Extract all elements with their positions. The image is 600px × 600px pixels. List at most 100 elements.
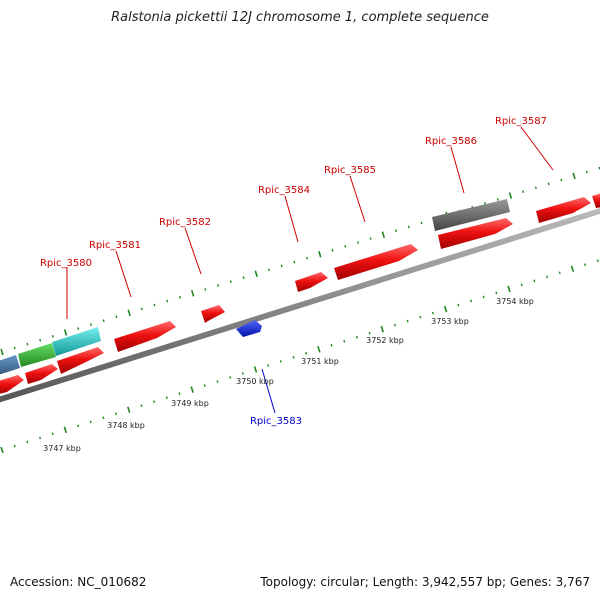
minor-tick (77, 327, 80, 330)
minor-tick (51, 334, 54, 338)
minor-tick (216, 380, 219, 383)
gene-arrow[interactable] (25, 364, 58, 384)
minor-tick (178, 392, 181, 396)
minor-tick (26, 342, 29, 346)
minor-tick (406, 319, 409, 323)
minor-tick (204, 288, 207, 291)
gene-labels: Rpic_3580 Rpic_3581 Rpic_3582 Rpic_3584 … (40, 116, 547, 427)
minor-tick (368, 331, 371, 335)
minor-tick (482, 295, 485, 299)
scale-label: 3751 kbp (301, 357, 339, 366)
minor-tick (115, 315, 118, 319)
gene-arrow[interactable] (295, 272, 328, 292)
minor-tick (584, 263, 587, 267)
minor-tick (89, 420, 92, 424)
minor-tick (343, 339, 346, 343)
scale-label: 3747 kbp (43, 444, 81, 453)
gene-label-rpic-3583[interactable]: Rpic_3583 (250, 416, 302, 427)
topology-summary: Topology: circular; Length: 3,942,557 bp… (260, 575, 590, 589)
minus-strand-genes (236, 320, 262, 337)
lower-tick-track (0, 259, 599, 454)
minor-tick (140, 307, 143, 311)
major-tick (317, 346, 321, 353)
minor-tick (267, 268, 270, 272)
minor-tick (26, 440, 29, 444)
scale-label: 3749 kbp (171, 399, 209, 408)
major-tick (253, 366, 258, 373)
minor-tick (166, 299, 169, 303)
gene-block[interactable] (52, 327, 101, 356)
gene-arrow[interactable] (201, 305, 225, 323)
minor-tick (279, 360, 282, 363)
scale-label: 3750 kbp (236, 377, 274, 386)
minor-tick (153, 303, 156, 307)
plus-strand-genes (0, 193, 600, 395)
leader-lines (66, 126, 554, 414)
minor-tick (534, 186, 537, 190)
minor-tick (51, 432, 54, 436)
minor-tick (217, 284, 220, 287)
major-tick (508, 192, 513, 199)
minor-tick (39, 436, 42, 440)
minor-tick (469, 299, 473, 303)
gene-label-rpic-3582[interactable]: Rpic_3582 (159, 217, 211, 228)
chromosome-backbone (0, 208, 600, 403)
minor-tick (355, 335, 358, 339)
minor-tick (280, 264, 283, 268)
minor-tick (305, 351, 308, 355)
minor-tick (369, 237, 372, 240)
gene-label-rpic-3587[interactable]: Rpic_3587 (495, 116, 547, 127)
gene-block[interactable] (18, 343, 56, 367)
major-tick (190, 386, 194, 393)
minor-tick (203, 384, 206, 387)
minor-tick (495, 291, 498, 295)
minor-tick (496, 198, 499, 201)
gene-label-rpic-3585[interactable]: Rpic_3585 (324, 165, 376, 176)
minor-tick (241, 372, 244, 375)
gene-arrow[interactable] (0, 375, 24, 395)
minor-tick (267, 364, 270, 367)
gene-label-rpic-3580[interactable]: Rpic_3580 (40, 258, 92, 269)
gene-block[interactable] (432, 199, 510, 231)
minor-tick (395, 229, 398, 233)
minor-tick (596, 259, 599, 263)
major-tick (507, 285, 511, 293)
gene-label-rpic-3586[interactable]: Rpic_3586 (425, 136, 477, 147)
major-tick (0, 446, 4, 454)
minor-tick (39, 338, 42, 342)
gene-label-rpic-3584[interactable]: Rpic_3584 (258, 185, 310, 196)
plus-strand-outer-genes (0, 199, 510, 376)
major-tick (127, 406, 131, 414)
gene-arrow[interactable] (334, 244, 418, 280)
minor-tick (344, 244, 347, 248)
gene-block[interactable] (0, 355, 20, 376)
minor-tick (547, 182, 550, 186)
gene-arrow[interactable] (536, 197, 591, 223)
minor-tick (356, 241, 359, 244)
minor-tick (77, 424, 80, 428)
minor-tick (585, 170, 588, 174)
major-tick (381, 231, 386, 238)
scale-label: 3752 kbp (366, 336, 404, 345)
major-tick (380, 325, 384, 333)
major-tick (443, 305, 448, 313)
gene-arrow[interactable] (592, 193, 600, 208)
minor-tick (306, 256, 309, 260)
minor-tick (153, 400, 156, 404)
minor-tick (178, 295, 181, 299)
gene-arrow[interactable] (57, 347, 104, 374)
minor-tick (115, 412, 118, 416)
minor-tick (533, 279, 536, 283)
gene-arrow[interactable] (114, 321, 176, 352)
gene-arrow[interactable] (438, 218, 513, 249)
minor-tick (331, 248, 334, 252)
minor-tick (522, 190, 525, 194)
gene-arrow[interactable] (236, 320, 262, 337)
minor-tick (89, 323, 92, 327)
minor-tick (102, 416, 105, 420)
minor-tick (140, 404, 143, 408)
gene-label-rpic-3581[interactable]: Rpic_3581 (89, 240, 141, 251)
major-tick (572, 172, 576, 180)
major-tick (63, 426, 68, 434)
